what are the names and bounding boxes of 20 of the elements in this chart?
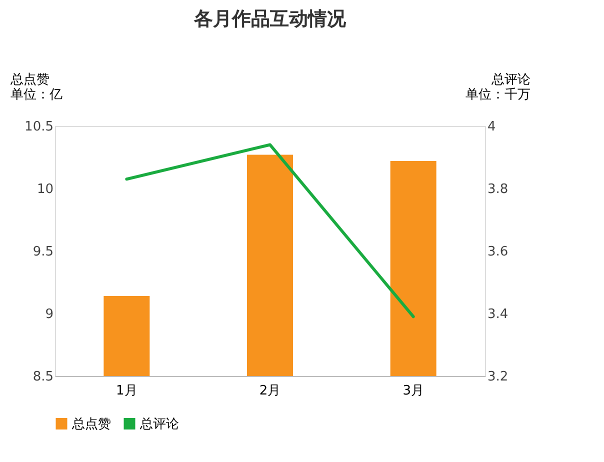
x-tick-label: 1月 bbox=[116, 384, 138, 398]
y2-tick-label: 3.8 bbox=[488, 182, 508, 197]
y-tick-label: 8.5 bbox=[32, 370, 54, 384]
chart-title: 各月作品互动情况 bbox=[193, 8, 347, 30]
y-tick-label: 9.5 bbox=[32, 244, 54, 260]
y-tick-label: 9 bbox=[45, 307, 54, 322]
y-tick-label: 10.5 bbox=[24, 120, 54, 134]
text: 单位：千万 bbox=[466, 88, 530, 102]
x-tick-label: 2月 bbox=[259, 384, 281, 398]
y2-tick-label: 3.6 bbox=[488, 244, 508, 260]
legend-label: 总点赞 bbox=[71, 416, 111, 432]
y2-axis-title: 总评论 bbox=[490, 72, 530, 88]
y2-tick-label: 3.4 bbox=[488, 307, 508, 322]
text: 单位：亿 bbox=[10, 88, 62, 102]
y2-tick-label: 3.2 bbox=[488, 370, 508, 384]
x-tick-label: 3月 bbox=[402, 384, 424, 398]
y2-tick-label: 4 bbox=[488, 120, 496, 134]
y-axis-title: 总点赞 bbox=[10, 72, 50, 88]
legend-label: 总评论 bbox=[139, 416, 179, 432]
y-tick-label: 10 bbox=[36, 182, 54, 197]
